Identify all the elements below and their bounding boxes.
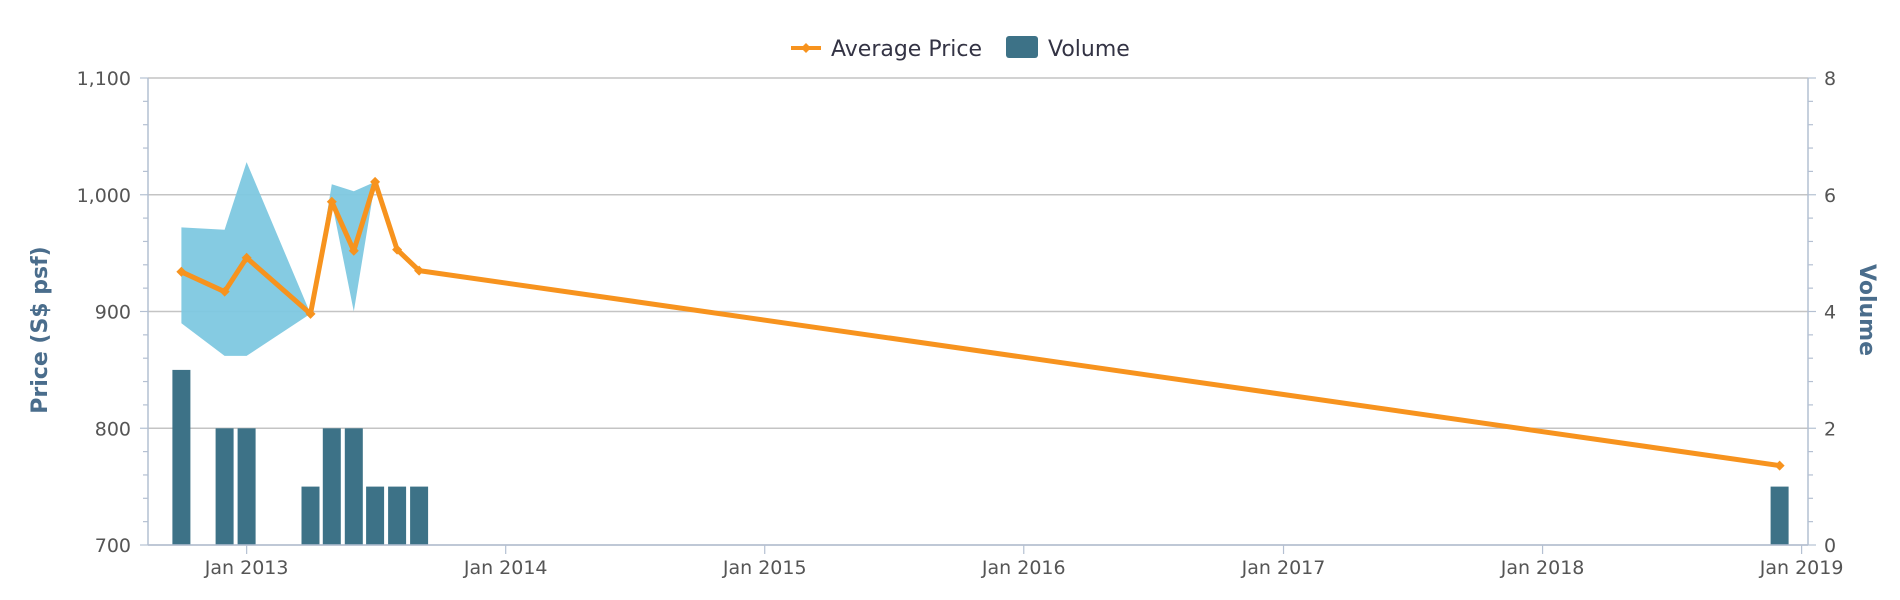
- price-range-band: [181, 162, 376, 356]
- average-price-marker: [392, 244, 403, 255]
- gridlines: [148, 77, 1808, 546]
- x-tick-label: Jan 2018: [1500, 557, 1585, 579]
- x-tick-label: Jan 2019: [1759, 557, 1844, 579]
- average-price-marker: [219, 286, 230, 297]
- legend-item-average-price[interactable]: Average Price: [791, 37, 982, 62]
- x-tick-label: Jan 2013: [204, 557, 289, 579]
- average-price-marker: [348, 245, 359, 256]
- volume-bar: [388, 486, 407, 545]
- volume-bar: [344, 428, 363, 546]
- volume-bar: [172, 369, 191, 545]
- y-left-tick-label: 1,000: [77, 185, 131, 207]
- y-right-tick-label: 2: [1824, 418, 1836, 440]
- volume-bar: [322, 428, 341, 546]
- legend-average-price-label: Average Price: [831, 37, 982, 62]
- y-left-tick-label: 900: [95, 302, 131, 324]
- volume-bars: [172, 369, 1789, 546]
- axes: 700 800 900 1,000 1,100 0 2 4 6 8 Jan 2013 Jan 2014…: [77, 68, 1844, 579]
- y-left-tick-label: 800: [95, 418, 131, 440]
- volume-bar: [1770, 486, 1789, 545]
- average-price-marker: [414, 265, 425, 276]
- y-right-tick-label: 6: [1824, 185, 1836, 207]
- y-axis-left-title: Price (S$ psf): [28, 246, 53, 413]
- volume-bar: [237, 428, 256, 546]
- y-right-tick-label: 0: [1824, 535, 1836, 557]
- x-tick-label: Jan 2016: [981, 557, 1066, 579]
- legend-average-price-marker: [801, 43, 811, 53]
- average-price-marker: [370, 176, 381, 187]
- y-right-tick-label: 8: [1824, 68, 1836, 90]
- legend: Average Price Volume: [791, 36, 1130, 62]
- volume-bar: [410, 486, 429, 545]
- legend-item-volume[interactable]: Volume: [1006, 36, 1130, 62]
- average-price-line: [176, 176, 1785, 471]
- y-left-tick-label: 700: [95, 535, 131, 557]
- average-price-polyline: [178, 179, 1783, 469]
- legend-volume-swatch: [1006, 36, 1038, 58]
- legend-volume-label: Volume: [1048, 37, 1130, 62]
- volume-bar: [215, 428, 234, 546]
- y-axis-right-title: Volume: [1854, 264, 1879, 356]
- price-range-area: [181, 162, 376, 356]
- volume-bar: [366, 486, 385, 545]
- x-tick-label: Jan 2015: [722, 557, 807, 579]
- average-price-marker: [241, 252, 252, 263]
- y-left-tick-label: 1,100: [77, 68, 131, 90]
- average-price-marker: [326, 196, 337, 207]
- volume-bar: [301, 486, 320, 545]
- x-tick-label: Jan 2017: [1241, 557, 1326, 579]
- x-tick-label: Jan 2014: [463, 557, 548, 579]
- average-price-marker: [1774, 460, 1785, 471]
- average-price-marker: [176, 266, 187, 277]
- average-price-marker: [305, 308, 316, 319]
- y-right-tick-label: 4: [1824, 302, 1836, 324]
